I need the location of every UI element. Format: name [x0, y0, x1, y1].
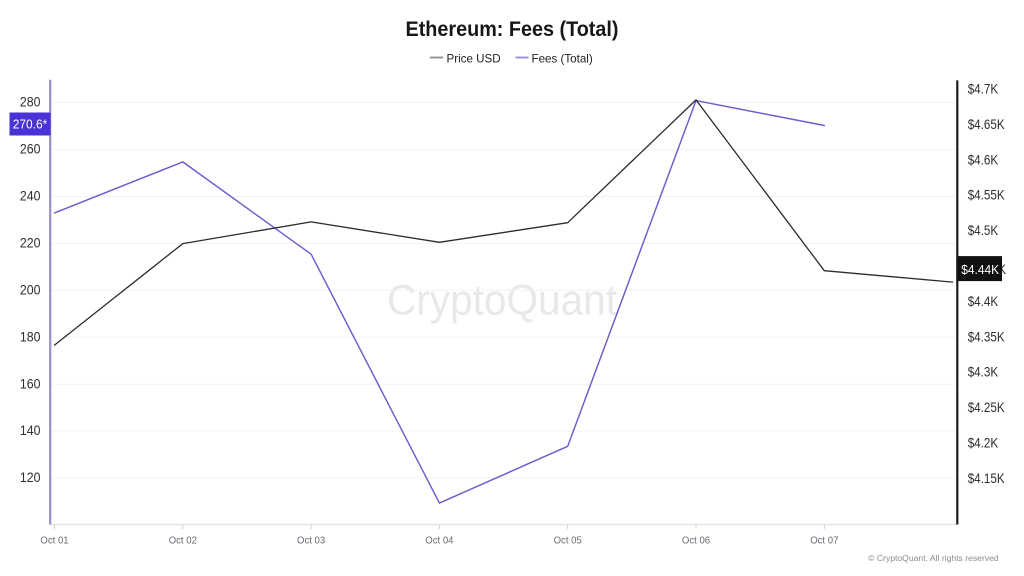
svg-text:Oct 04: Oct 04	[425, 536, 453, 547]
svg-text:$4.44K: $4.44K	[961, 262, 999, 277]
svg-text:240: 240	[20, 189, 41, 204]
svg-text:$4.5K: $4.5K	[968, 223, 999, 238]
svg-text:Oct 06: Oct 06	[682, 536, 710, 547]
svg-text:280: 280	[20, 95, 41, 110]
svg-text:200: 200	[20, 282, 41, 297]
svg-text:Price USD: Price USD	[447, 52, 501, 65]
svg-text:© CryptoQuant. All rights rese: © CryptoQuant. All rights reserved	[868, 553, 999, 563]
svg-text:$4.35K: $4.35K	[968, 329, 1005, 344]
svg-text:Oct 07: Oct 07	[810, 536, 838, 547]
svg-text:$4.6K: $4.6K	[968, 152, 999, 167]
svg-text:220: 220	[20, 236, 41, 251]
svg-text:270.6*: 270.6*	[13, 118, 48, 132]
svg-text:$4.3K: $4.3K	[968, 365, 999, 380]
svg-text:$4.4K: $4.4K	[968, 294, 999, 309]
svg-text:CryptoQuant: CryptoQuant	[387, 277, 617, 325]
svg-text:Oct 05: Oct 05	[554, 536, 582, 547]
svg-text:$4.2K: $4.2K	[968, 436, 999, 451]
svg-text:120: 120	[20, 470, 41, 485]
svg-text:Oct 03: Oct 03	[297, 536, 325, 547]
svg-text:Oct 02: Oct 02	[169, 536, 197, 547]
svg-text:$4.15K: $4.15K	[968, 471, 1005, 486]
svg-text:Oct 01: Oct 01	[40, 536, 68, 547]
svg-text:260: 260	[20, 142, 41, 157]
svg-text:160: 160	[20, 376, 41, 391]
svg-text:180: 180	[20, 329, 41, 344]
svg-text:Ethereum: Fees (Total): Ethereum: Fees (Total)	[406, 17, 619, 41]
svg-text:$4.65K: $4.65K	[968, 117, 1005, 132]
svg-text:$4.7K: $4.7K	[968, 82, 999, 97]
svg-text:$4.55K: $4.55K	[968, 188, 1005, 203]
svg-text:140: 140	[20, 423, 41, 438]
svg-text:Fees (Total): Fees (Total)	[532, 52, 593, 65]
svg-text:$4.25K: $4.25K	[968, 400, 1005, 415]
